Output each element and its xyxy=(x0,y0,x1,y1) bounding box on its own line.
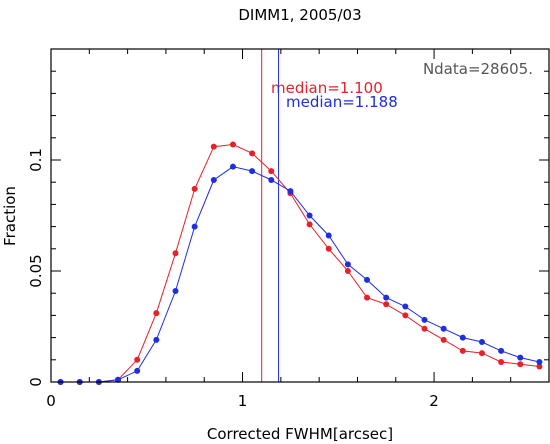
x-axis-label: Corrected FWHM[arcsec] xyxy=(207,425,393,443)
data-point xyxy=(210,176,217,183)
y-tick-label: 0 xyxy=(27,377,45,387)
y-tick-label: 0.05 xyxy=(27,254,45,287)
data-point xyxy=(536,363,543,370)
data-point xyxy=(517,354,524,361)
data-point xyxy=(249,168,256,175)
data-point xyxy=(459,334,466,341)
data-point xyxy=(325,232,332,239)
data-point xyxy=(383,294,390,301)
data-point xyxy=(383,301,390,308)
plot-area xyxy=(57,49,543,385)
data-point xyxy=(249,150,256,157)
data-point xyxy=(344,268,351,274)
series-line-1 xyxy=(60,166,540,383)
median-label-blue: median=1.188 xyxy=(286,93,398,111)
x-tick-label: 0 xyxy=(46,392,56,410)
data-point xyxy=(268,176,275,183)
axes: 0 1 2 0 0.05 0.1 xyxy=(27,49,549,410)
data-point xyxy=(478,339,485,346)
data-point xyxy=(517,361,524,368)
data-point xyxy=(421,325,428,332)
data-point xyxy=(325,245,332,252)
data-point xyxy=(134,356,141,363)
data-point xyxy=(364,276,371,283)
data-point xyxy=(115,376,122,383)
chart-title: DIMM1, 2005/03 xyxy=(238,6,361,24)
data-point xyxy=(268,168,275,175)
data-point xyxy=(191,185,198,192)
data-point xyxy=(440,336,447,343)
data-point xyxy=(172,287,179,294)
data-point xyxy=(459,347,466,354)
x-tick-label: 2 xyxy=(429,392,439,410)
data-point xyxy=(402,303,409,310)
data-point xyxy=(287,188,294,195)
data-point xyxy=(440,325,447,332)
median-label-red: median=1.100 xyxy=(271,79,383,97)
data-point xyxy=(191,223,198,230)
data-point xyxy=(172,250,179,257)
data-point xyxy=(364,294,371,301)
data-point xyxy=(153,310,160,317)
series-line-0 xyxy=(60,143,540,383)
data-point xyxy=(478,350,485,357)
x-tick-label: 1 xyxy=(238,392,248,410)
data-point xyxy=(402,312,409,319)
ndata-annotation: Ndata=28605. xyxy=(423,60,533,78)
data-point xyxy=(498,359,505,366)
data-point xyxy=(153,336,160,343)
data-point xyxy=(306,221,313,228)
data-point xyxy=(536,359,543,366)
y-axis-label: Fraction xyxy=(1,186,19,246)
y-tick-label: 0.1 xyxy=(27,148,45,172)
plot-frame xyxy=(50,48,550,383)
data-point xyxy=(229,141,236,148)
data-point xyxy=(134,367,141,374)
data-point xyxy=(306,212,313,219)
data-point xyxy=(229,163,236,170)
data-point xyxy=(421,316,428,323)
data-point xyxy=(498,347,505,354)
data-point xyxy=(344,261,351,268)
data-point xyxy=(210,143,217,150)
